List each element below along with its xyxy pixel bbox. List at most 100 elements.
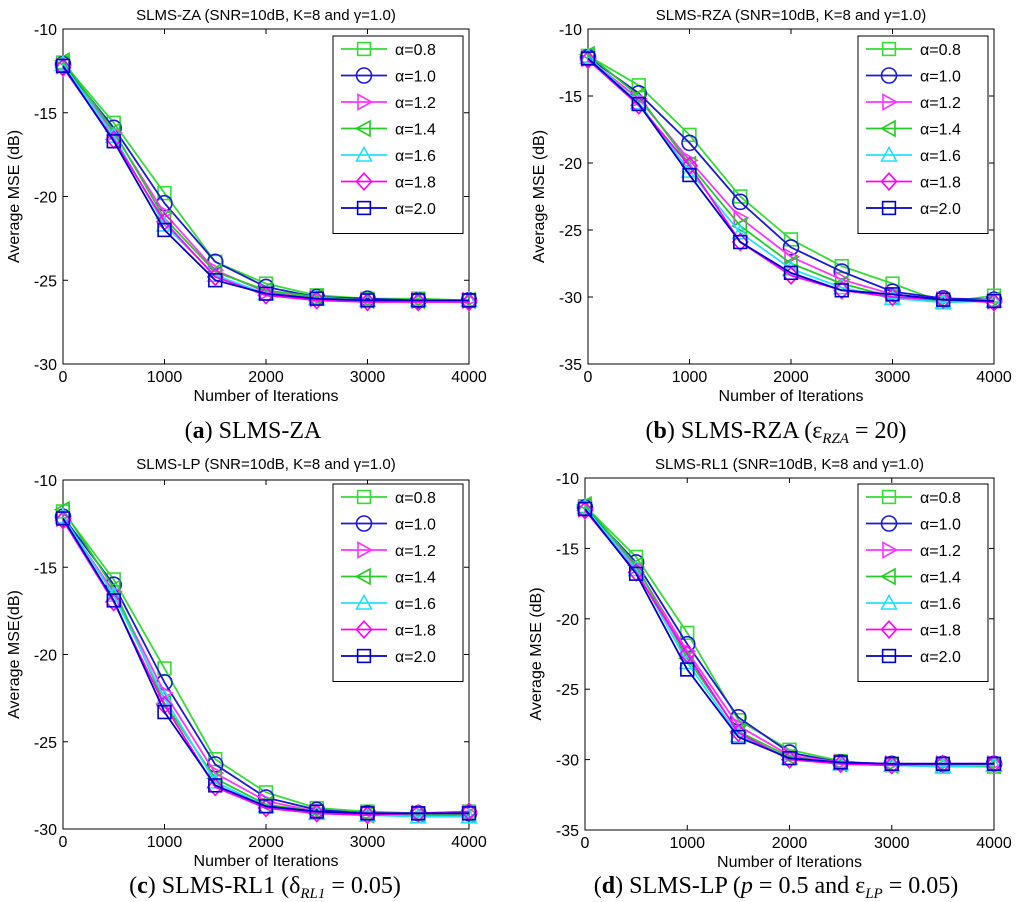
x-tick-label: 4000 [451, 834, 487, 851]
legend-entry: α=1.6 [920, 148, 961, 165]
legend-marker [355, 67, 373, 84]
data-point [409, 292, 427, 312]
y-axis-label: Average MSE (dB) [531, 130, 548, 263]
data-point [934, 290, 952, 310]
data-point [784, 247, 801, 266]
caption-text: SLMS-RL1 (δ [156, 873, 301, 899]
series-line [62, 517, 469, 815]
y-tick-label: -30 [34, 822, 57, 839]
caption-paren: ) [615, 873, 623, 899]
data-point [629, 87, 646, 105]
y-tick-label: -30 [556, 753, 579, 770]
legend-marker [354, 567, 371, 586]
legend-marker [355, 172, 373, 191]
y-tick-label: -20 [556, 612, 579, 629]
legend-entry: α=0.8 [395, 490, 436, 507]
data-point [360, 293, 375, 308]
data-point [54, 58, 72, 77]
y-tick-label: -25 [34, 735, 57, 752]
data-point [55, 511, 71, 526]
y-tick-label: -25 [556, 682, 579, 699]
caption-paren: ( [129, 873, 137, 899]
legend-marker [882, 93, 899, 111]
legend-entry: α=0.8 [395, 42, 436, 59]
caption-text: SLMS-LP ( [623, 873, 741, 899]
x-tick-label: 4000 [976, 369, 1012, 386]
chart-panel-3: SLMS-LP (SNR=10dB, K=8 and γ=1.0) 0 1000 20… [6, 456, 487, 902]
legend-entry: α=1.2 [395, 543, 436, 560]
caption-text: = 20) [849, 418, 907, 444]
legend-marker [355, 515, 373, 532]
data-point [258, 286, 274, 301]
y-axis-label: Average MSE(dB) [6, 590, 23, 719]
data-point [936, 292, 951, 307]
y-tick-label: -15 [559, 89, 582, 106]
data-point [783, 265, 799, 281]
data-point [409, 803, 427, 823]
data-point [106, 134, 121, 149]
y-tick-label: -15 [34, 560, 57, 577]
legend-entry: α=1.4 [920, 122, 961, 139]
data-point [782, 266, 800, 285]
caption-sub: RZA [821, 431, 850, 447]
data-point [680, 662, 695, 677]
x-tick-label: 1000 [669, 835, 705, 852]
data-point [360, 806, 375, 821]
y-axis-label: Average MSE (dB) [528, 587, 545, 720]
data-point [55, 58, 71, 74]
caption-paren: ( [185, 418, 193, 444]
caption: (c) SLMS-RL1 (δRL1 = 0.05) [129, 873, 401, 902]
legend-entry: α=1.4 [395, 122, 436, 139]
data-point [208, 778, 223, 793]
data-point [206, 777, 224, 797]
series-line [62, 509, 469, 816]
legend: α=0.8 α=1.0 α=1.2 α=1.4 α=1.6 α=1.8 α=2.0 [332, 483, 464, 682]
x-tick-label: 1000 [672, 369, 708, 386]
data-point [208, 273, 223, 288]
legend-entry: α=1.0 [920, 69, 961, 86]
data-point [104, 579, 121, 598]
legend-marker [880, 515, 898, 532]
legend-marker [880, 145, 898, 162]
legend-marker [356, 489, 372, 505]
data-point [833, 280, 851, 300]
data-point [631, 96, 646, 112]
data-point [731, 193, 749, 211]
legend-entry: α=2.0 [920, 201, 961, 218]
data-point [986, 756, 1002, 771]
legend-marker [357, 93, 374, 111]
y-tick-label: -15 [34, 106, 57, 123]
caption-label: c [137, 873, 148, 899]
data-point [358, 292, 377, 312]
x-tick-label: 0 [59, 834, 68, 851]
legend-entry: α=1.2 [395, 95, 436, 112]
data-point [731, 223, 750, 240]
chart-title: SLMS-RL1 (SNR=10dB, K=8 and γ=1.0) [655, 456, 924, 473]
legend-marker [880, 67, 898, 84]
x-tick-label: 3000 [874, 835, 910, 852]
data-point [733, 234, 748, 250]
data-point [576, 500, 594, 520]
data-point [682, 167, 697, 183]
data-point [156, 194, 173, 212]
data-point [54, 510, 72, 530]
series-line [584, 504, 994, 767]
caption-text: = 0.5 and ε [753, 873, 865, 899]
legend-entry: α=1.0 [395, 69, 436, 86]
legend-box [332, 483, 464, 682]
data-point [157, 704, 172, 720]
x-tick-label: 2000 [248, 834, 284, 851]
x-tick-label: 4000 [976, 835, 1012, 852]
caption-text: = 0.05) [325, 873, 401, 899]
series-α=2.0 [55, 58, 477, 308]
legend-entry: α=1.6 [920, 596, 961, 613]
data-point [832, 754, 850, 774]
data-point [682, 127, 697, 143]
y-tick-label: -10 [34, 22, 57, 39]
legend-entry: α=2.0 [920, 649, 961, 666]
y-tick-label: -20 [34, 190, 57, 207]
caption-label: b [654, 418, 667, 444]
legend-marker [880, 593, 898, 610]
data-point [935, 756, 951, 771]
series-line [587, 56, 995, 301]
